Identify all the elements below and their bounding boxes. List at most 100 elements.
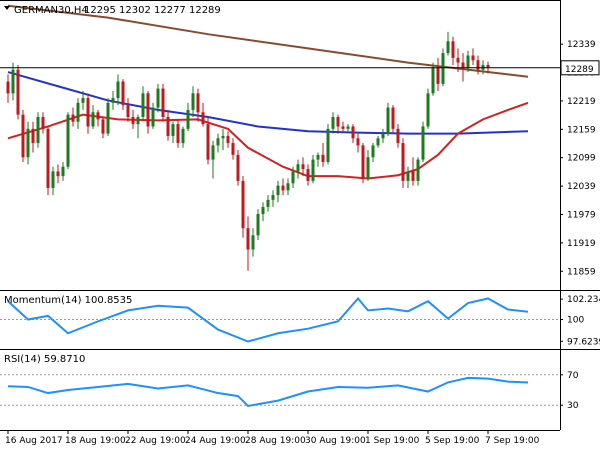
momentum-panel: 102.234 100 97.6239 xyxy=(0,295,600,347)
candle-body xyxy=(251,235,255,250)
momentum-tick-label: 97.6239 xyxy=(567,337,600,347)
candle-body xyxy=(56,171,60,177)
candle-body xyxy=(66,114,70,167)
candle-body xyxy=(76,102,80,122)
momentum-title: Momentum(14) 100.8535 xyxy=(4,295,132,306)
candle-body xyxy=(21,114,25,158)
candle-body xyxy=(46,128,50,188)
candle-body xyxy=(86,98,90,127)
candle-body xyxy=(231,143,235,155)
candle-body xyxy=(451,41,455,58)
candle-body xyxy=(471,55,475,61)
candle-body xyxy=(136,117,140,125)
candle-body xyxy=(186,109,190,129)
candle-body xyxy=(351,126,355,139)
candle-body xyxy=(356,138,360,146)
price-tick-label: 12339 xyxy=(567,40,596,50)
candle-body xyxy=(271,195,275,200)
candle-body xyxy=(6,81,10,94)
candle-body xyxy=(41,117,45,129)
candle-body xyxy=(246,228,250,250)
candle-body xyxy=(371,145,375,158)
candle-body xyxy=(256,214,260,236)
price-tick-label: 11979 xyxy=(567,210,596,220)
candle-body xyxy=(391,107,395,129)
candle-body xyxy=(386,107,390,134)
candle-body xyxy=(346,126,350,129)
candle-body xyxy=(276,185,280,196)
current-price-tag xyxy=(560,60,600,76)
candle-body xyxy=(406,171,410,181)
candle-body xyxy=(301,164,305,170)
candle-body xyxy=(441,53,445,84)
candle-body xyxy=(446,41,450,54)
candle-body xyxy=(141,93,145,118)
candle-body xyxy=(461,62,465,68)
candle-body xyxy=(31,128,35,144)
time-tick-label: 5 Sep 19:00 xyxy=(425,436,480,446)
candle-body xyxy=(266,199,270,207)
rsi-panel: 70 30 xyxy=(0,371,579,411)
moving-average-line-1 xyxy=(7,4,529,78)
price-tick-label: 12099 xyxy=(567,154,596,164)
time-tick-label: 1 Sep 19:00 xyxy=(365,436,420,446)
candle-body xyxy=(401,143,405,181)
candle-body xyxy=(166,117,170,136)
candle-body xyxy=(291,171,295,184)
candle-body xyxy=(176,124,180,144)
candle-body xyxy=(241,180,245,229)
price-tick-label: 12159 xyxy=(567,125,596,135)
candle-body xyxy=(281,185,285,191)
candle-body xyxy=(366,157,370,179)
candle-body xyxy=(151,107,155,127)
candle-body xyxy=(296,164,300,172)
candle-body xyxy=(376,138,380,146)
candle-body xyxy=(156,88,160,108)
candle-body xyxy=(316,154,320,160)
candle-body xyxy=(211,145,215,160)
time-tick-label: 28 Aug 19:00 xyxy=(245,436,306,446)
symbol-label: GERMAN30,H4 xyxy=(14,5,88,16)
momentum-tick-label: 102.234 xyxy=(567,295,600,305)
candle-body xyxy=(16,69,20,115)
candle-body xyxy=(111,98,115,103)
candle-body xyxy=(486,64,490,68)
candle-body xyxy=(381,133,385,139)
candle-body xyxy=(416,159,420,181)
ohlc-label: 12295 12302 12277 12289 xyxy=(84,5,221,16)
candle-body xyxy=(456,57,460,63)
collapse-triangle-icon[interactable] xyxy=(4,6,10,10)
candle-body xyxy=(131,117,135,125)
candle-body xyxy=(221,135,225,139)
candle-body xyxy=(216,138,220,146)
candle-body xyxy=(121,81,125,106)
candle-body xyxy=(171,124,175,136)
candle-body xyxy=(286,183,290,191)
candle-body xyxy=(61,166,65,177)
candle-body xyxy=(261,206,265,215)
candle-body xyxy=(146,93,150,127)
time-tick-label: 22 Aug 19:00 xyxy=(125,436,186,446)
candle-body xyxy=(336,117,340,127)
time-tick-label: 30 Aug 19:00 xyxy=(305,436,366,446)
rsi-tick-label: 30 xyxy=(567,401,579,411)
candle-body xyxy=(331,117,335,129)
time-tick-label: 7 Sep 19:00 xyxy=(485,436,540,446)
candle-body xyxy=(411,171,415,181)
candle-body xyxy=(206,124,210,160)
candle-body xyxy=(326,128,330,162)
candle-body xyxy=(196,93,200,113)
candle-body xyxy=(106,102,110,134)
candle-body xyxy=(236,154,240,181)
rsi-title: RSI(14) 59.8710 xyxy=(4,354,85,365)
candle-body xyxy=(161,88,165,118)
candle-body xyxy=(421,126,425,160)
candle-body xyxy=(341,126,345,129)
rsi-tick-label: 70 xyxy=(567,371,579,381)
candle-body xyxy=(81,98,85,103)
time-tick-label: 24 Aug 19:00 xyxy=(185,436,246,446)
momentum-tick-label: 100 xyxy=(567,316,584,326)
candle-body xyxy=(101,119,105,134)
